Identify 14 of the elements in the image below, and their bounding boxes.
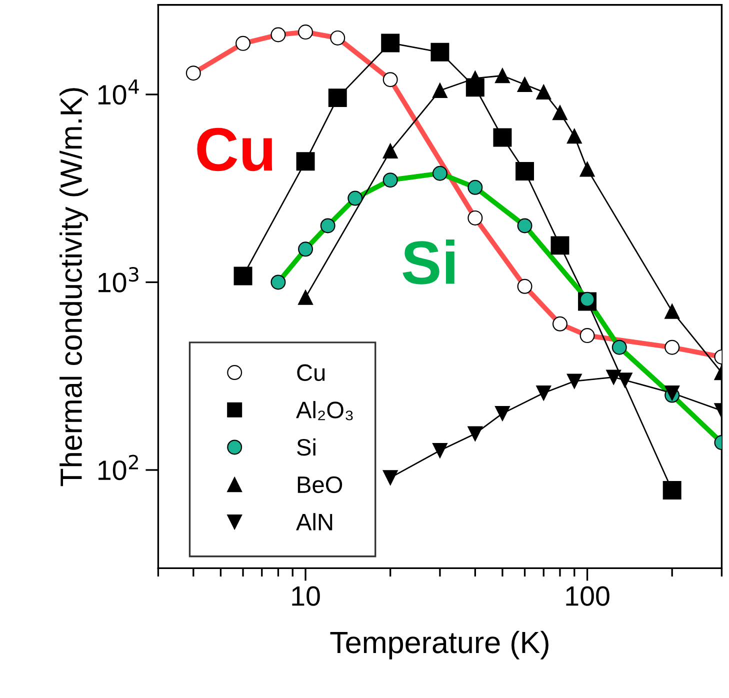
legend-label: AlN — [296, 513, 332, 530]
legend-label: Cu — [297, 364, 325, 382]
legend-label: Si — [297, 438, 316, 456]
x-axis-title: Temperature (K) — [330, 630, 548, 660]
x-tick-label: 100 — [566, 586, 610, 606]
annotation: Si — [402, 239, 454, 284]
annotation: Cu — [197, 128, 272, 172]
y-axis-title: Thermal conductivity (W/m.K) — [60, 88, 88, 486]
legend-label: Al₂O₃ — [296, 401, 353, 420]
y-tick-label: 10$^{2}$ — [98, 454, 138, 480]
y-tick-label: 10$^{4}$ — [98, 80, 139, 105]
legend-label: BeO — [298, 476, 342, 494]
y-tick-label: 10$^{3}$ — [98, 267, 138, 292]
x-tick-label: 10 — [292, 586, 320, 606]
